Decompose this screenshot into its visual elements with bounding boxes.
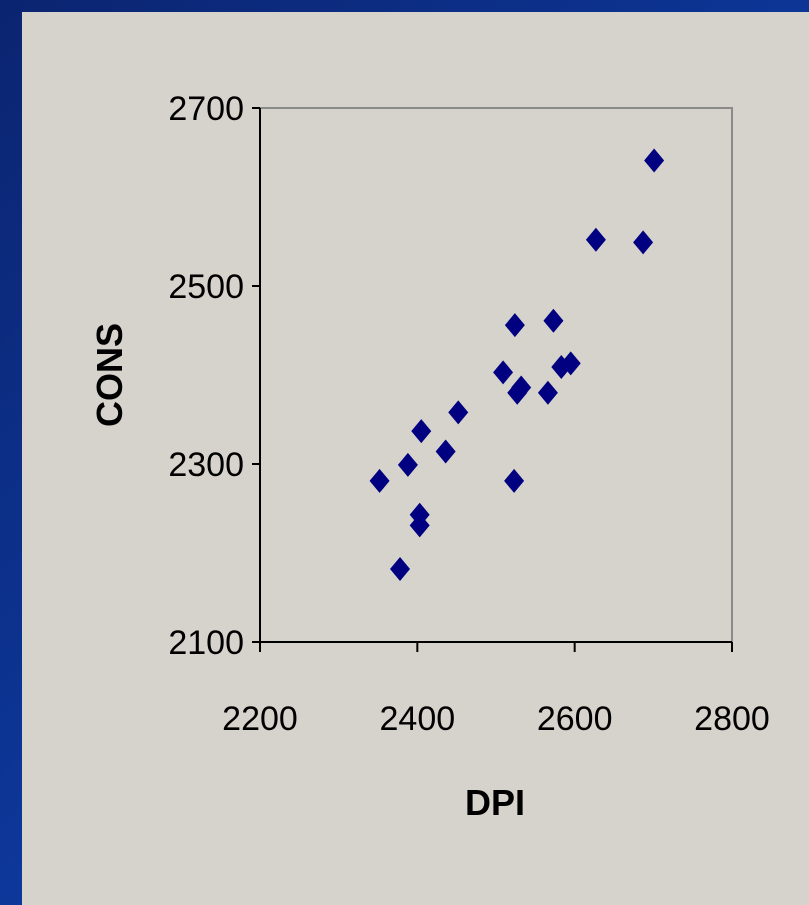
data-point	[585, 227, 606, 252]
data-point	[511, 375, 532, 400]
data-point	[435, 439, 456, 464]
data-points	[369, 148, 665, 582]
data-point	[537, 380, 558, 405]
data-point	[633, 230, 654, 255]
data-point	[504, 468, 525, 493]
data-point	[493, 360, 514, 385]
data-point	[409, 502, 430, 527]
chart-panel	[22, 12, 809, 905]
data-point	[543, 308, 564, 333]
data-point	[369, 468, 390, 493]
data-point	[560, 351, 581, 376]
y-tick-label: 2700	[168, 90, 244, 128]
y-tick-label: 2500	[168, 268, 244, 306]
x-tick-label: 2400	[380, 700, 456, 738]
data-point	[448, 400, 469, 425]
data-point	[504, 313, 525, 338]
data-point	[397, 452, 418, 477]
y-axis-title: CONS	[89, 323, 130, 427]
data-point	[390, 557, 411, 582]
data-point	[644, 148, 665, 173]
y-tick-label: 2300	[168, 446, 244, 484]
x-axis-title: DPI	[465, 782, 525, 823]
y-tick-label: 2100	[168, 624, 244, 662]
x-tick-label: 2600	[537, 700, 613, 738]
x-tick-label: 2200	[222, 700, 298, 738]
data-point	[411, 419, 432, 444]
axes: 2100 2300 2500 2700 2200 2400 2600 2800	[168, 90, 769, 738]
x-tick-label: 2800	[694, 700, 770, 738]
